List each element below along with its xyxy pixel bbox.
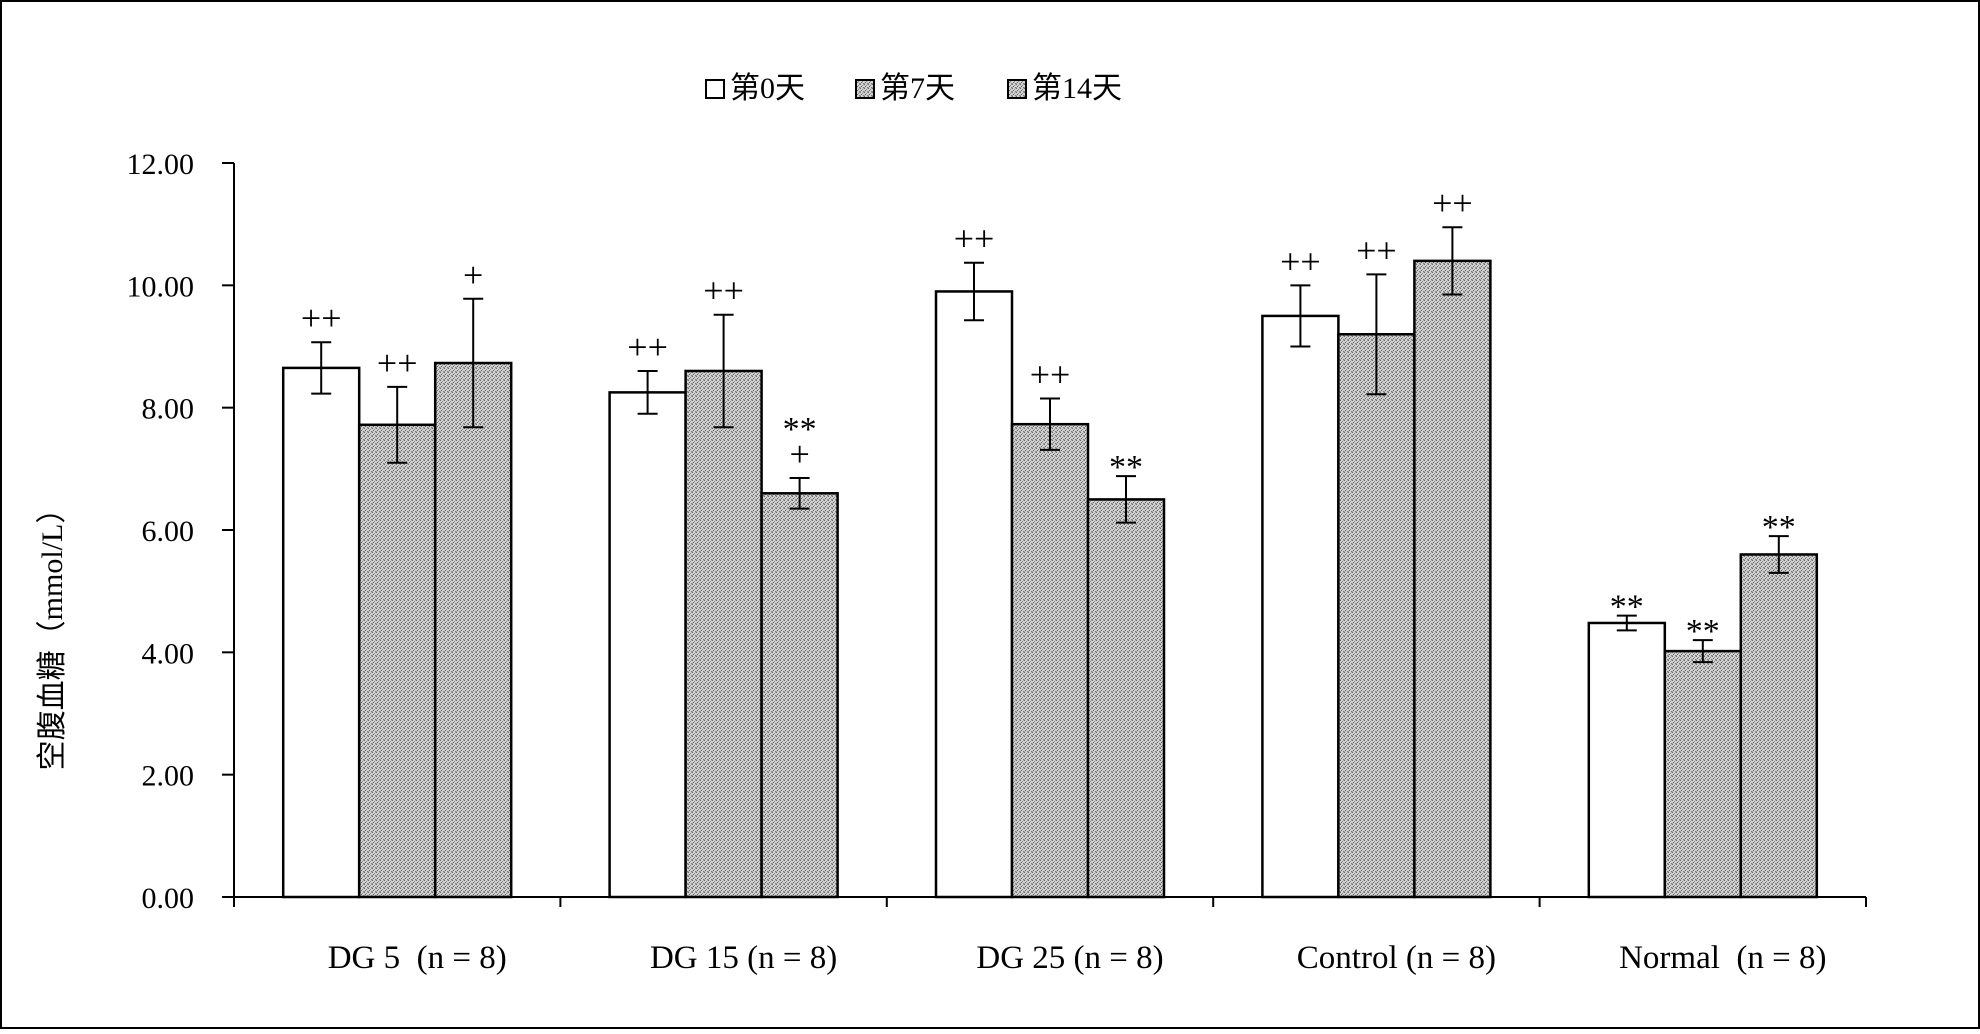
legend-swatch [855,79,875,99]
legend-label: 第7天 [880,72,955,105]
bar [1663,649,1743,899]
legend-label: 第0天 [730,72,805,105]
significance-label: ** [1610,589,1644,626]
significance-label: ** [1686,613,1720,650]
y-tick-label: 6.00 [142,515,195,548]
significance-label: ++ [1030,354,1071,394]
y-tick-label: 8.00 [142,393,195,426]
significance-label: ++ [1432,183,1473,223]
bars: ++++++++++**++++**++ ++++****** [281,183,1819,899]
bar [608,391,687,899]
bar [1010,422,1090,899]
bar [281,366,361,899]
legend-label: 第14天 [1032,72,1122,105]
bar [357,423,437,899]
significance-label: ++ [377,343,418,383]
significance-label: ++ [1356,230,1397,270]
x-tick-label: DG 25 (n = 8) [976,940,1163,976]
y-tick-label: 12.00 [127,148,195,181]
y-axis-label: 空腹血糖（mmol/L） [36,494,69,771]
significance-label: ++ [954,219,995,259]
legend: 第0天 第7天 第14天 [705,72,1122,105]
bar [1587,621,1667,899]
y-tick-label: 4.00 [142,637,195,670]
significance-label: ** [783,411,817,448]
y-axis: 0.00 2.00 4.00 6.00 8.00 10.00 12.00 [127,148,235,915]
y-tick-label: 10.00 [127,270,195,303]
significance-label: ++ [627,327,668,367]
significance-label: + [789,434,809,474]
x-tick-label: Normal (n = 8) [1619,940,1826,976]
bar [1261,314,1340,899]
legend-swatch [1007,79,1027,99]
significance-label: ++ [1280,241,1321,281]
y-tick-label: 2.00 [142,760,195,793]
significance-label: ++ [301,298,342,338]
bar [1413,259,1492,899]
bar [934,290,1014,899]
bar [1086,498,1166,899]
x-tick-label: DG 15 (n = 8) [650,940,837,976]
bar [433,361,513,899]
bar [1337,333,1416,899]
y-tick-label: 0.00 [142,882,195,915]
legend-swatch [705,79,725,99]
x-tick-label: Control (n = 8) [1297,940,1496,976]
bar [760,492,839,899]
significance-label: ** [1109,449,1143,486]
significance-label: ** [1762,509,1796,546]
bar [1739,553,1819,899]
bar [684,369,763,899]
x-tick-label: DG 5 (n = 8) [328,940,507,976]
significance-label: + [463,255,483,295]
significance-label: ++ [703,271,744,311]
